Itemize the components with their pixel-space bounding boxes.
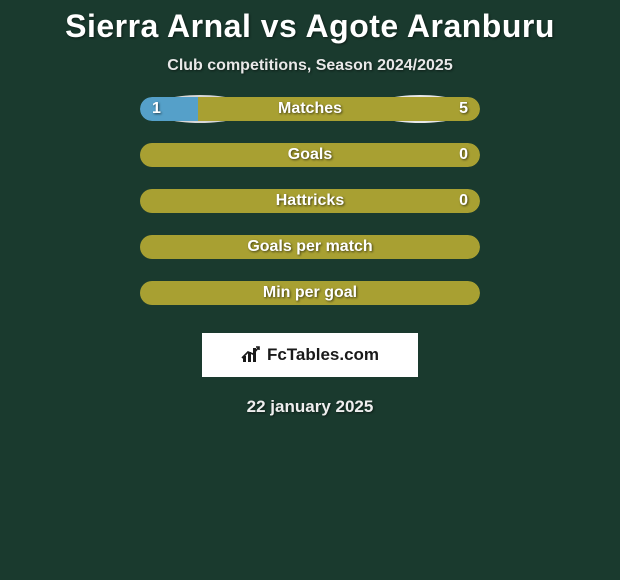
stat-label: Min per goal [140,281,480,305]
brand-text: FcTables.com [267,345,379,365]
stat-bars: 15Matches 0Goals 0Hattricks Goals per match… [140,97,480,327]
comparison-card: Sierra Arnal vs Agote Aranburu Club comp… [0,0,620,417]
stat-label: Goals [140,143,480,167]
stat-row: 0Hattricks [140,189,480,213]
brand-logo: FcTables.com [241,345,379,365]
stat-row: Goals per match [140,235,480,259]
stat-row: Min per goal [140,281,480,305]
stat-row: 15Matches [140,97,480,121]
chart-icon [241,346,263,364]
page-title: Sierra Arnal vs Agote Aranburu [65,8,555,45]
snapshot-date: 22 january 2025 [247,397,374,417]
stat-bar: 0Goals [140,143,480,167]
stat-bar: 0Hattricks [140,189,480,213]
stat-label: Hattricks [140,189,480,213]
stat-bar: Min per goal [140,281,480,305]
stat-label: Goals per match [140,235,480,259]
brand-footer: FcTables.com [202,333,418,377]
stat-bar: Goals per match [140,235,480,259]
page-subtitle: Club competitions, Season 2024/2025 [167,57,452,75]
stat-label: Matches [140,97,480,121]
stat-row: 0Goals [140,143,480,167]
stat-bar: 15Matches [140,97,480,121]
